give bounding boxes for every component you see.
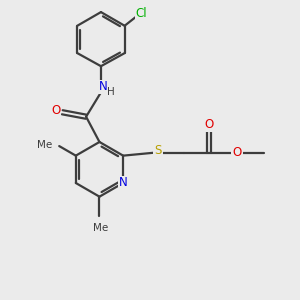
Text: Me: Me — [38, 140, 53, 150]
Text: O: O — [205, 118, 214, 131]
Text: O: O — [51, 104, 60, 117]
Text: N: N — [99, 80, 107, 94]
Text: H: H — [107, 87, 115, 97]
Text: O: O — [232, 146, 242, 159]
Text: N: N — [119, 176, 128, 190]
Text: Cl: Cl — [136, 7, 147, 20]
Text: S: S — [154, 144, 162, 157]
Text: Me: Me — [93, 223, 109, 233]
